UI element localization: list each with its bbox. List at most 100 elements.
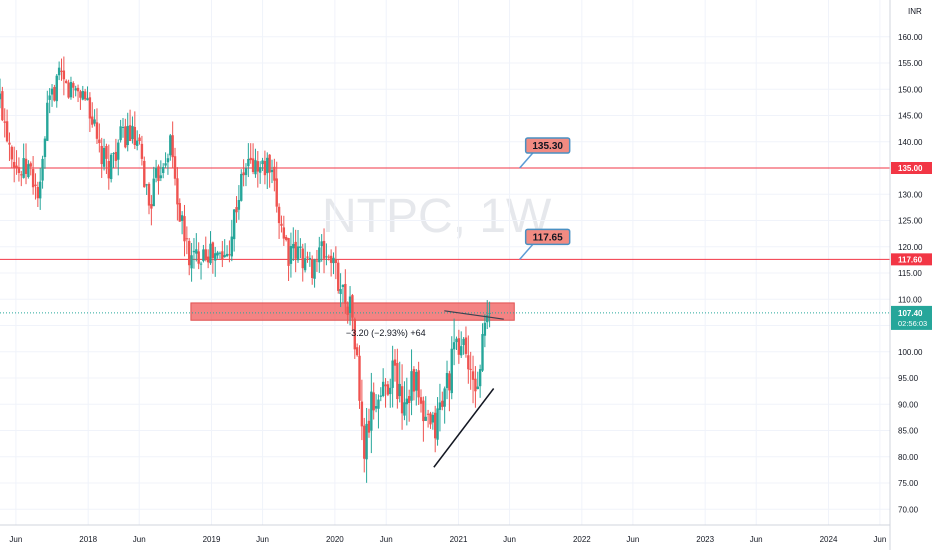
candle-body	[441, 400, 444, 407]
time-axis[interactable]: Jun 2018 Jun 2019 Jun 2020 Jun 2021 Jun 2022 Jun 20…	[9, 535, 886, 544]
candle-body	[450, 348, 453, 394]
time-tick-label: 2022	[573, 535, 591, 544]
candle-body	[24, 158, 28, 174]
price-callouts[interactable]: 135.30 117.65	[519, 137, 571, 260]
price-axis-badge-label: 135.00	[898, 164, 923, 173]
candle-body	[98, 139, 101, 144]
candle-body	[50, 88, 54, 95]
candle-body	[464, 337, 468, 354]
candle-body	[424, 416, 427, 421]
candle-body	[358, 355, 361, 401]
candle-body	[124, 126, 127, 148]
candle-body	[308, 257, 312, 259]
candle-body	[251, 158, 255, 173]
trendlines[interactable]	[433, 310, 504, 468]
candle-body	[460, 346, 463, 356]
price-tick-label: 155.00	[898, 59, 923, 68]
candle-body	[22, 158, 25, 178]
candle-body	[34, 184, 37, 187]
price-axis[interactable]: 70.0075.0080.0085.0090.0095.00100.00105.…	[891, 33, 932, 515]
candle-body	[448, 373, 451, 391]
candle-body	[374, 406, 378, 409]
candle-body	[131, 126, 134, 140]
candle-body	[405, 398, 409, 405]
candle-body	[284, 236, 288, 240]
candle-body	[192, 250, 196, 253]
price-tick-label: 115.00	[898, 269, 922, 278]
time-tick-label: 2020	[326, 535, 344, 544]
candle-body	[65, 80, 68, 84]
chart-watermark: NTPC, 1W	[322, 190, 552, 243]
price-tick-label: 150.00	[898, 85, 923, 94]
time-tick-label: 2019	[203, 535, 221, 544]
candle-body	[254, 160, 257, 175]
candle-body	[5, 121, 9, 142]
candle-body	[294, 241, 297, 259]
candle-body	[398, 383, 401, 397]
candle-body	[221, 251, 224, 260]
candle-body	[88, 97, 92, 119]
candle-body	[381, 381, 385, 396]
price-tick-label: 130.00	[898, 190, 923, 199]
candle-body	[277, 206, 281, 224]
candle-body	[249, 157, 252, 161]
candle-body	[372, 392, 375, 411]
candle-body	[247, 158, 250, 167]
price-tick-label: 110.00	[898, 295, 922, 304]
time-tick-label: Jun	[256, 535, 269, 544]
callout-box	[524, 137, 571, 154]
candle-body	[27, 164, 30, 178]
callout-box	[524, 228, 571, 246]
candle-body	[351, 295, 354, 318]
candle-body	[159, 175, 163, 179]
candle-body	[332, 257, 335, 264]
candle-body	[396, 362, 399, 400]
candle-body	[216, 252, 219, 256]
price-tick-label: 145.00	[898, 112, 923, 121]
candle-body	[86, 98, 89, 101]
candle-body	[232, 209, 236, 240]
candle-body	[344, 283, 347, 304]
candle-body	[476, 386, 479, 390]
candle-body	[339, 289, 342, 295]
callout-label: 117.65	[533, 232, 563, 243]
candle-body	[36, 187, 40, 199]
candle-body	[486, 315, 489, 323]
price-tick-label: 140.00	[898, 138, 923, 147]
candle-body	[185, 238, 189, 240]
candle-body	[474, 378, 477, 392]
time-tick-label: Jun	[503, 535, 516, 544]
candle-body	[72, 83, 75, 88]
candle-body	[379, 395, 383, 397]
candle-body	[426, 413, 430, 415]
candle-body	[452, 342, 456, 350]
candle-body	[393, 359, 397, 366]
horizontal-lines[interactable]	[0, 167, 890, 314]
candle-body	[258, 167, 262, 173]
candle-body	[422, 400, 425, 422]
candle-body	[273, 166, 276, 181]
candle-body	[270, 169, 274, 173]
candle-body	[462, 338, 465, 346]
candle-body	[292, 243, 295, 249]
candle-body	[306, 256, 309, 258]
candle-body	[62, 70, 66, 80]
candle-body	[8, 142, 11, 145]
bar-countdown-label: 02:56:03	[898, 319, 927, 328]
candle-body	[164, 163, 167, 166]
candle-body	[377, 399, 380, 409]
candle-body	[190, 255, 193, 269]
candle-body	[240, 173, 243, 201]
candle-body	[334, 259, 338, 263]
candle-body	[154, 167, 158, 178]
candle-body	[176, 178, 179, 205]
current-price-badge	[891, 305, 932, 330]
candle-body	[29, 163, 32, 167]
candle-body	[412, 369, 416, 392]
candle-body	[346, 306, 349, 315]
candle-body	[228, 254, 231, 256]
candle-body	[443, 388, 446, 407]
candle-body	[206, 256, 210, 263]
time-tick-label: 2024	[820, 535, 838, 544]
